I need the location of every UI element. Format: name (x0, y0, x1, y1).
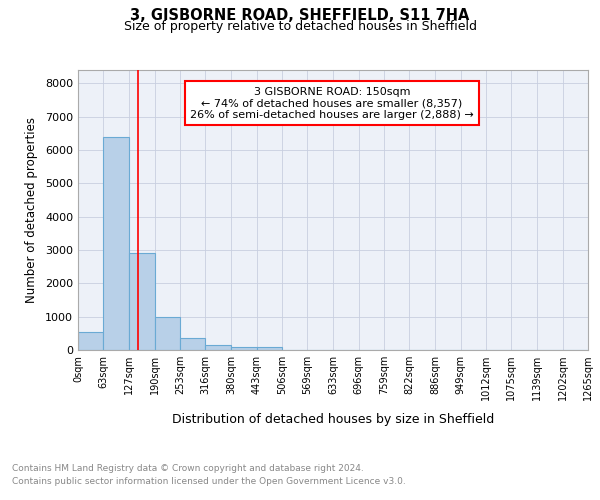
Text: 3, GISBORNE ROAD, SHEFFIELD, S11 7HA: 3, GISBORNE ROAD, SHEFFIELD, S11 7HA (130, 8, 470, 22)
Bar (129, 254, 155, 350)
Bar (180, 338, 205, 350)
Y-axis label: Number of detached properties: Number of detached properties (25, 117, 38, 303)
Text: Contains public sector information licensed under the Open Government Licence v3: Contains public sector information licen… (12, 478, 406, 486)
Text: Distribution of detached houses by size in Sheffield: Distribution of detached houses by size … (172, 412, 494, 426)
Text: Size of property relative to detached houses in Sheffield: Size of property relative to detached ho… (124, 20, 476, 33)
Bar (78, 332, 103, 350)
Bar (205, 344, 231, 350)
Text: 3 GISBORNE ROAD: 150sqm
← 74% of detached houses are smaller (8,357)
26% of semi: 3 GISBORNE ROAD: 150sqm ← 74% of detache… (190, 86, 474, 120)
Text: Contains HM Land Registry data © Crown copyright and database right 2024.: Contains HM Land Registry data © Crown c… (12, 464, 364, 473)
Bar (257, 348, 282, 350)
Bar (103, 136, 129, 350)
Bar (231, 347, 257, 350)
Bar (155, 316, 180, 350)
